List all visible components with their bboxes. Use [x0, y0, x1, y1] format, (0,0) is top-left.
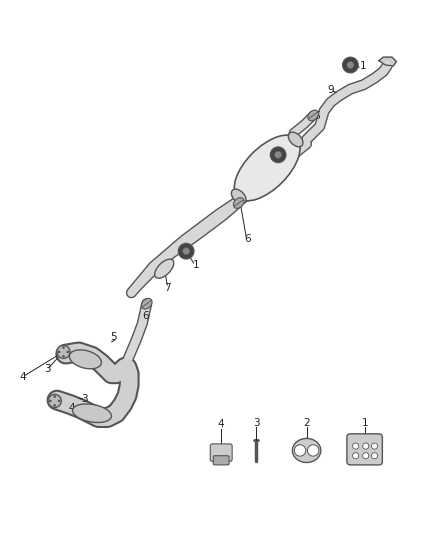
Ellipse shape — [73, 404, 111, 423]
Circle shape — [343, 57, 358, 73]
Text: 1: 1 — [360, 61, 367, 71]
Ellipse shape — [69, 350, 102, 369]
Ellipse shape — [141, 298, 152, 309]
Circle shape — [49, 400, 52, 402]
Circle shape — [371, 453, 378, 459]
Text: 9: 9 — [327, 85, 334, 95]
Polygon shape — [379, 57, 396, 66]
Ellipse shape — [155, 259, 174, 278]
Ellipse shape — [233, 198, 244, 208]
Ellipse shape — [48, 394, 61, 408]
FancyBboxPatch shape — [210, 444, 232, 462]
Circle shape — [363, 453, 369, 459]
Text: 6: 6 — [142, 311, 149, 320]
Text: 5: 5 — [110, 332, 117, 342]
Circle shape — [58, 400, 60, 402]
FancyBboxPatch shape — [213, 456, 229, 465]
Circle shape — [62, 346, 65, 349]
FancyBboxPatch shape — [347, 434, 382, 465]
Text: 1: 1 — [361, 418, 368, 428]
Circle shape — [53, 404, 56, 407]
Circle shape — [371, 443, 378, 449]
Ellipse shape — [231, 189, 246, 204]
Text: 8: 8 — [249, 183, 256, 193]
Text: 4: 4 — [68, 402, 75, 413]
Circle shape — [270, 147, 286, 163]
Circle shape — [183, 248, 190, 255]
Text: 3: 3 — [81, 394, 88, 404]
Ellipse shape — [57, 345, 70, 359]
Circle shape — [53, 395, 56, 398]
Circle shape — [307, 445, 319, 456]
Text: 3: 3 — [253, 418, 260, 428]
Text: 1: 1 — [268, 157, 275, 167]
Ellipse shape — [288, 132, 303, 147]
Text: 3: 3 — [44, 364, 51, 374]
Circle shape — [363, 443, 369, 449]
Text: 2: 2 — [303, 418, 310, 428]
Text: 4: 4 — [218, 419, 225, 429]
Circle shape — [347, 61, 354, 69]
Ellipse shape — [308, 110, 318, 120]
Circle shape — [294, 445, 306, 456]
Circle shape — [353, 453, 359, 459]
Ellipse shape — [234, 135, 300, 201]
Text: 4: 4 — [20, 372, 27, 382]
Circle shape — [353, 443, 359, 449]
Circle shape — [58, 351, 60, 353]
Ellipse shape — [292, 439, 321, 463]
Text: 7: 7 — [164, 282, 171, 293]
Circle shape — [275, 151, 282, 158]
Circle shape — [67, 351, 69, 353]
Text: 1: 1 — [193, 260, 200, 270]
Text: 6: 6 — [313, 111, 320, 122]
Circle shape — [178, 243, 194, 259]
Text: 6: 6 — [244, 235, 251, 244]
Circle shape — [62, 355, 65, 358]
